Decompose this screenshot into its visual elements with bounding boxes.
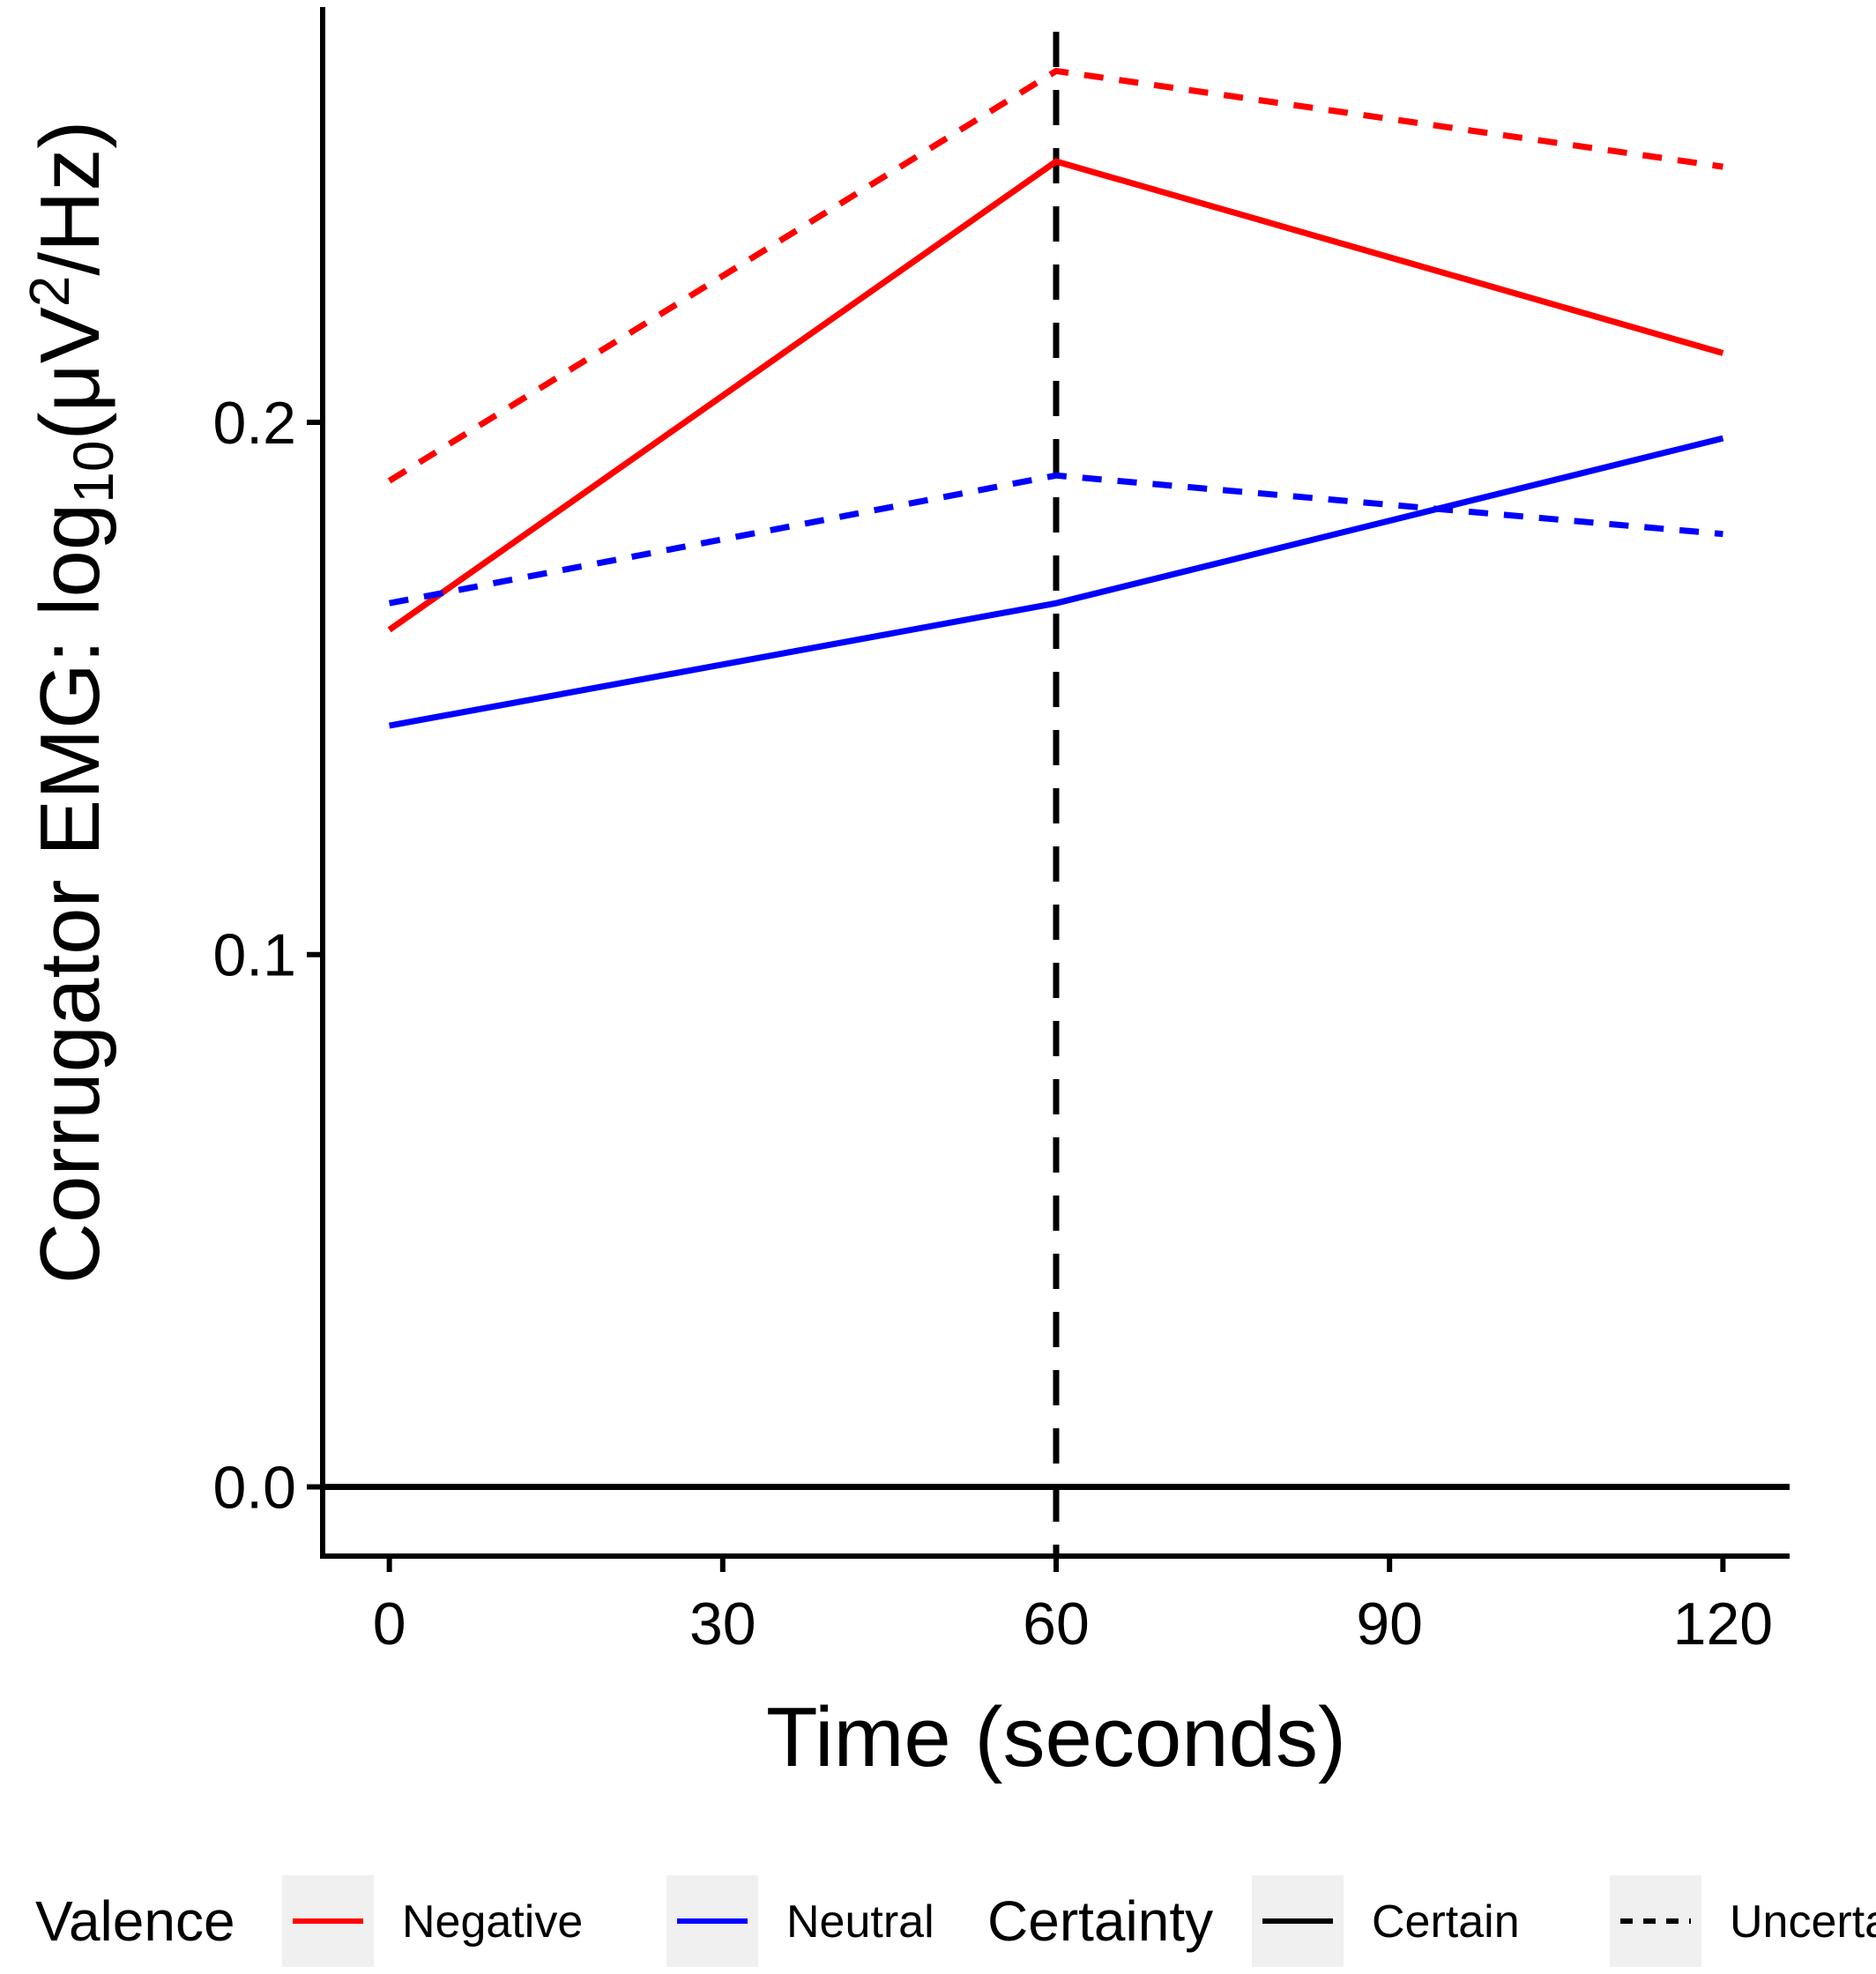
series-line-negative-certain [387, 158, 1724, 633]
legend-label-certain: Certain [1372, 1896, 1520, 1948]
series-line-negative-uncertain [387, 67, 1723, 484]
legend-label-neutral: Neutral [786, 1896, 934, 1948]
axis-ticks: 0 30 60 90 120 0.0 0.1 0.2 [212, 390, 1773, 1657]
y-axis-title: Corrugator EMG: log10(μV2/Hz) [18, 121, 125, 1285]
legend-label-negative: Negative [402, 1896, 583, 1948]
x-tick-label: 30 [689, 1590, 756, 1657]
series-lines [387, 67, 1724, 729]
x-tick-label: 60 [1023, 1590, 1090, 1657]
series-line-neutral-certain [388, 435, 1724, 729]
y-axis-title-close: /Hz) [23, 121, 117, 276]
y-axis-title-open: (μV [23, 307, 117, 440]
x-tick-label: 90 [1356, 1590, 1423, 1657]
x-axis-title: Time (seconds) [766, 1690, 1346, 1784]
series-line-neutral-uncertain [388, 472, 1723, 607]
legend-label-uncertain: Uncertain [1730, 1896, 1876, 1948]
y-axis-title-main: Corrugator EMG: log [23, 503, 117, 1285]
y-axis-title-superscript: 2 [18, 276, 81, 308]
legend-title-valence: Valence [35, 1889, 235, 1953]
y-tick-label: 0.1 [212, 922, 296, 989]
y-tick-label: 0.2 [212, 390, 296, 457]
y-tick-label: 0.0 [212, 1455, 296, 1522]
legend: Valence Negative Neutral Certainty Certain Un… [35, 1875, 1876, 1967]
legend-title-certainty: Certainty [987, 1889, 1213, 1953]
y-axis-title-subscript: 10 [62, 441, 125, 503]
x-tick-label: 0 [373, 1590, 406, 1657]
x-tick-label: 120 [1673, 1590, 1773, 1657]
reference-lines [323, 32, 1790, 1556]
